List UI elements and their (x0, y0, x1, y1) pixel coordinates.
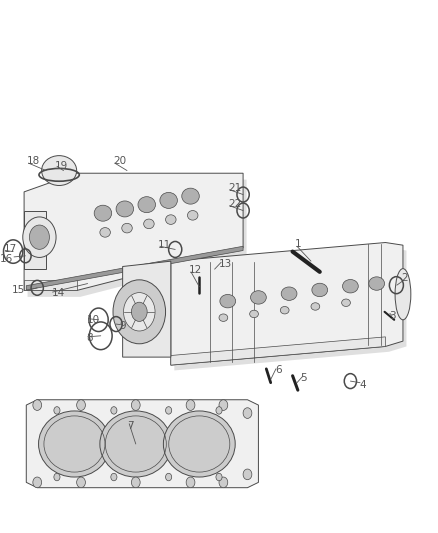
Polygon shape (171, 337, 385, 365)
Text: 5: 5 (300, 374, 307, 383)
Circle shape (111, 407, 117, 414)
Ellipse shape (250, 310, 258, 318)
Circle shape (166, 407, 172, 414)
Polygon shape (174, 248, 406, 370)
Circle shape (166, 473, 172, 481)
Ellipse shape (42, 156, 77, 185)
Ellipse shape (160, 192, 177, 208)
Circle shape (77, 400, 85, 410)
Circle shape (186, 400, 195, 410)
Ellipse shape (116, 201, 134, 217)
Circle shape (77, 477, 85, 488)
Ellipse shape (166, 215, 176, 224)
Ellipse shape (251, 290, 266, 304)
Ellipse shape (163, 411, 235, 477)
Polygon shape (24, 173, 243, 290)
Polygon shape (123, 261, 171, 357)
Text: 21: 21 (228, 183, 241, 192)
Text: 13: 13 (219, 259, 232, 269)
Ellipse shape (122, 223, 132, 233)
Circle shape (23, 217, 56, 257)
Ellipse shape (343, 279, 358, 293)
Circle shape (124, 293, 155, 331)
Text: 9: 9 (119, 321, 126, 331)
Circle shape (216, 473, 222, 481)
Ellipse shape (369, 277, 385, 290)
Text: 8: 8 (86, 334, 92, 343)
Ellipse shape (342, 299, 350, 306)
Ellipse shape (311, 303, 320, 310)
Text: 4: 4 (359, 380, 366, 390)
Ellipse shape (281, 287, 297, 301)
Circle shape (33, 477, 42, 488)
Text: 22: 22 (228, 199, 241, 208)
Text: 3: 3 (389, 311, 396, 320)
Ellipse shape (100, 228, 110, 237)
Polygon shape (171, 243, 403, 365)
Text: 15: 15 (12, 286, 25, 295)
Ellipse shape (187, 211, 198, 220)
Circle shape (131, 302, 147, 321)
Circle shape (131, 400, 140, 410)
Text: 12: 12 (189, 265, 202, 275)
Circle shape (186, 477, 195, 488)
Polygon shape (26, 400, 258, 488)
Circle shape (54, 473, 60, 481)
Text: 1: 1 (294, 239, 301, 249)
Ellipse shape (395, 269, 411, 320)
Circle shape (219, 477, 228, 488)
Ellipse shape (94, 205, 112, 221)
Circle shape (219, 400, 228, 410)
Text: 7: 7 (127, 422, 134, 431)
Circle shape (131, 477, 140, 488)
Polygon shape (26, 246, 243, 290)
Polygon shape (24, 211, 46, 269)
Polygon shape (28, 180, 247, 297)
Circle shape (54, 407, 60, 414)
Text: 6: 6 (275, 366, 282, 375)
Text: 10: 10 (87, 315, 100, 325)
Text: 14: 14 (52, 288, 65, 298)
Ellipse shape (280, 306, 289, 314)
Ellipse shape (219, 314, 228, 321)
Circle shape (111, 473, 117, 481)
Text: 19: 19 (55, 161, 68, 171)
Ellipse shape (100, 411, 172, 477)
Ellipse shape (138, 197, 155, 213)
Circle shape (216, 407, 222, 414)
Text: 17: 17 (4, 245, 17, 254)
Circle shape (113, 280, 166, 344)
Polygon shape (24, 280, 77, 290)
Circle shape (29, 225, 49, 249)
Circle shape (243, 408, 252, 418)
Text: 20: 20 (113, 156, 126, 166)
Ellipse shape (144, 219, 154, 229)
Ellipse shape (220, 294, 236, 308)
Text: 2: 2 (401, 273, 407, 283)
Circle shape (243, 469, 252, 480)
Circle shape (33, 400, 42, 410)
Text: 11: 11 (158, 240, 171, 250)
Ellipse shape (39, 411, 110, 477)
Ellipse shape (312, 283, 328, 297)
Text: 16: 16 (0, 254, 13, 263)
Ellipse shape (182, 188, 199, 204)
Text: 18: 18 (27, 156, 40, 166)
